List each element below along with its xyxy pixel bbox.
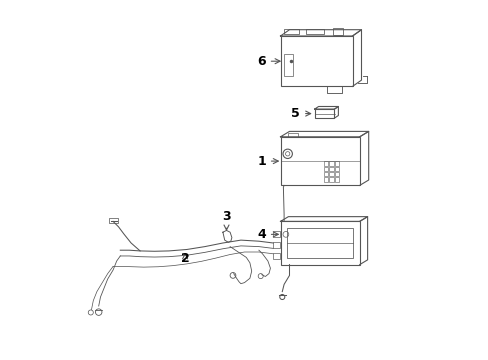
Bar — [324, 161, 328, 166]
Bar — [329, 161, 333, 166]
Bar — [334, 161, 339, 166]
Bar — [280, 36, 352, 86]
Text: 4: 4 — [257, 228, 278, 241]
Bar — [332, 28, 343, 35]
Bar — [329, 172, 333, 176]
Bar — [109, 218, 118, 223]
Bar — [324, 172, 328, 176]
Bar — [284, 54, 292, 76]
Bar — [324, 177, 328, 182]
Bar — [334, 172, 339, 176]
Bar — [305, 29, 323, 34]
Bar — [272, 242, 280, 248]
Bar — [280, 137, 359, 185]
Bar — [329, 167, 333, 171]
Bar — [334, 177, 339, 182]
Text: 5: 5 — [291, 107, 310, 120]
Bar — [284, 29, 298, 34]
Text: 2: 2 — [181, 252, 189, 265]
Bar — [324, 167, 328, 171]
Bar — [329, 177, 333, 182]
Bar — [334, 167, 339, 171]
Text: 1: 1 — [257, 154, 278, 168]
Bar — [314, 109, 334, 118]
Text: 3: 3 — [222, 210, 230, 230]
Text: 6: 6 — [257, 55, 280, 68]
Bar — [286, 228, 352, 258]
Bar — [287, 133, 298, 137]
Bar — [280, 221, 359, 265]
Bar — [272, 231, 280, 237]
Bar — [272, 253, 280, 259]
